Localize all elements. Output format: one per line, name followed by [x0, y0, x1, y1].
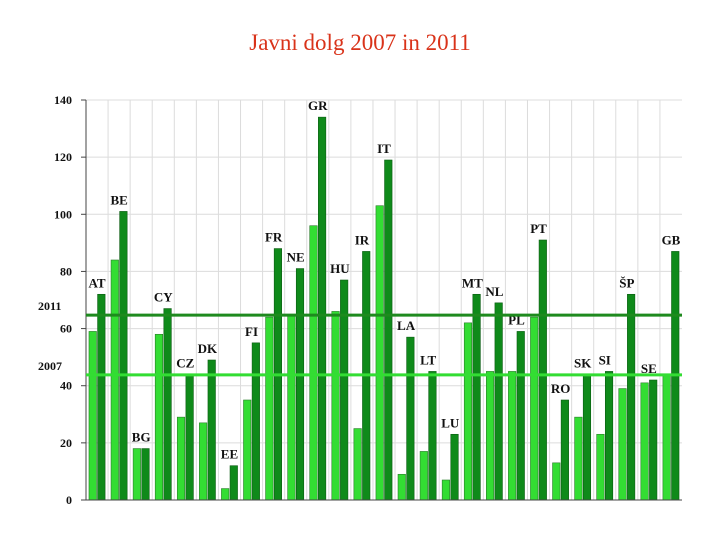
bar-2007-PT	[530, 316, 539, 501]
bar-2007-IT	[375, 205, 384, 501]
category-label-GB: GB	[662, 232, 681, 247]
bar-2007-LA	[397, 473, 406, 501]
bar-2011-HU	[340, 279, 349, 501]
bar-2011-PL	[516, 331, 525, 501]
bar-2007-LU	[441, 479, 450, 501]
y-tick-label: 60	[60, 322, 72, 336]
category-label-LT: LT	[420, 352, 436, 367]
plot-area	[86, 100, 682, 500]
y-tick-label: 140	[54, 93, 72, 107]
bar-2007-GR	[309, 225, 318, 501]
bar-2011-SE	[649, 379, 658, 501]
bar-2011-IT	[384, 159, 393, 501]
bar-2007-NE	[287, 313, 296, 501]
bar-2011-SK	[582, 373, 592, 501]
bar-2007-NL	[486, 371, 495, 501]
y-tick-label: 0	[66, 493, 72, 507]
bar-2011-LU	[450, 433, 459, 501]
category-label-IT: IT	[377, 141, 391, 156]
category-label-DK: DK	[198, 341, 218, 356]
bar-2011-DK	[207, 359, 216, 501]
bar-2007-ŠP	[618, 388, 627, 501]
category-label-HU: HU	[330, 261, 350, 276]
bar-2011-EE	[229, 465, 238, 501]
bar-2007-CY	[154, 333, 164, 501]
category-label-FR: FR	[265, 230, 283, 245]
category-label-NE: NE	[287, 250, 305, 265]
bar-2007-HU	[331, 311, 340, 501]
bar-2007-RO	[552, 462, 561, 501]
bar-2007-FI	[243, 399, 252, 501]
bar-2007-EE	[221, 488, 230, 501]
y-tick-label: 120	[54, 150, 72, 164]
category-label-BE: BE	[110, 192, 127, 207]
bar-2007-SE	[640, 382, 649, 501]
bar-2011-CY	[163, 308, 172, 501]
y-tick-label: 20	[60, 436, 72, 450]
bar-2007-MT	[463, 322, 473, 501]
category-label-CY: CY	[154, 290, 173, 305]
bar-2007-FR	[265, 316, 274, 501]
bar-2007-IR	[353, 428, 362, 501]
y-tick-label: 80	[60, 264, 72, 278]
category-label-MT: MT	[462, 275, 483, 290]
bar-2011-LA	[406, 336, 415, 501]
bar-2007-BE	[110, 259, 119, 501]
category-label-PT: PT	[530, 221, 547, 236]
bar-2011-FI	[251, 342, 260, 501]
bar-2011-BG	[141, 448, 150, 501]
bar-2011-RO	[560, 399, 569, 501]
category-label-RO: RO	[551, 381, 571, 396]
bar-2007-GB	[662, 373, 671, 501]
bar-2011-LT	[428, 371, 437, 501]
category-label-GR: GR	[308, 98, 328, 113]
category-label-IR: IR	[355, 232, 370, 247]
bar-2007-LT	[419, 451, 428, 501]
bar-2011-PT	[538, 239, 547, 501]
bar-2011-CZ	[185, 373, 194, 501]
bar-2007-BG	[132, 448, 141, 501]
category-label-FI: FI	[245, 324, 258, 339]
reference-label-2007: 2007	[38, 359, 62, 373]
bar-2011-AT	[97, 293, 106, 501]
category-label-EE: EE	[221, 447, 238, 462]
bar-2011-MT	[472, 293, 481, 501]
chart-title: Javni dolg 2007 in 2011	[249, 30, 471, 55]
bar-2011-BE	[119, 211, 128, 501]
bar-2011-NE	[295, 268, 305, 501]
bar-2007-DK	[199, 422, 208, 501]
category-label-SE: SE	[641, 361, 657, 376]
category-label-SI: SI	[599, 352, 611, 367]
bar-2011-SI	[604, 371, 614, 501]
bar-2011-ŠP	[627, 293, 636, 501]
category-label-AT: AT	[88, 275, 105, 290]
bar-2007-PL	[508, 371, 517, 501]
category-label-BG: BG	[132, 430, 151, 445]
y-tick-label: 40	[60, 379, 72, 393]
bar-2007-SI	[596, 433, 605, 501]
category-label-SK: SK	[574, 355, 592, 370]
category-label-CZ: CZ	[176, 355, 194, 370]
bar-2007-AT	[88, 331, 97, 501]
bar-2007-CZ	[176, 416, 186, 501]
category-label-ŠP: ŠP	[619, 275, 634, 290]
category-label-NL: NL	[485, 284, 503, 299]
reference-label-2011: 2011	[38, 299, 61, 313]
category-label-LU: LU	[441, 415, 460, 430]
category-label-LA: LA	[397, 318, 416, 333]
y-tick-label: 100	[54, 207, 72, 221]
bar-2007-SK	[574, 416, 583, 501]
bar-2011-NL	[494, 302, 503, 501]
bar-2011-GR	[318, 116, 327, 501]
